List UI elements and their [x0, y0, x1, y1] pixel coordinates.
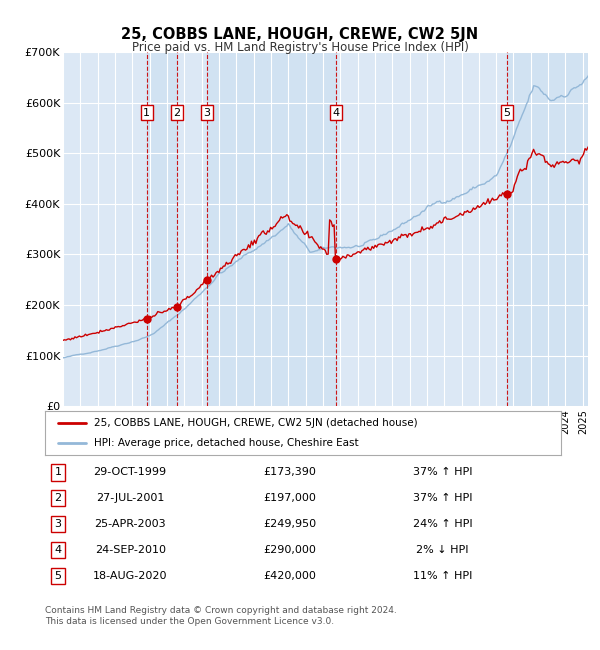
Text: 1: 1	[143, 108, 150, 118]
Bar	[507, 52, 588, 406]
Text: 25, COBBS LANE, HOUGH, CREWE, CW2 5JN (detached house): 25, COBBS LANE, HOUGH, CREWE, CW2 5JN (d…	[94, 418, 418, 428]
Text: 5: 5	[503, 108, 511, 118]
Text: 25, COBBS LANE, HOUGH, CREWE, CW2 5JN: 25, COBBS LANE, HOUGH, CREWE, CW2 5JN	[121, 27, 479, 42]
Text: 4: 4	[332, 108, 339, 118]
Text: 3: 3	[55, 519, 61, 529]
Text: £173,390: £173,390	[263, 467, 317, 478]
Text: 24% ↑ HPI: 24% ↑ HPI	[413, 519, 472, 529]
Text: 1: 1	[55, 467, 61, 478]
Bar	[207, 52, 335, 406]
Text: 2: 2	[173, 108, 181, 118]
Text: £290,000: £290,000	[263, 545, 317, 555]
Text: Price paid vs. HM Land Registry's House Price Index (HPI): Price paid vs. HM Land Registry's House …	[131, 41, 469, 54]
Text: 4: 4	[55, 545, 61, 555]
Text: Contains HM Land Registry data © Crown copyright and database right 2024.: Contains HM Land Registry data © Crown c…	[45, 606, 397, 615]
Text: 2% ↓ HPI: 2% ↓ HPI	[416, 545, 469, 555]
Text: 25-APR-2003: 25-APR-2003	[94, 519, 166, 529]
Bar	[146, 52, 177, 406]
Text: 11% ↑ HPI: 11% ↑ HPI	[413, 571, 472, 581]
Text: This data is licensed under the Open Government Licence v3.0.: This data is licensed under the Open Gov…	[45, 618, 334, 627]
Text: 2: 2	[55, 493, 61, 503]
Text: 27-JUL-2001: 27-JUL-2001	[96, 493, 164, 503]
Text: 3: 3	[203, 108, 211, 118]
Text: 29-OCT-1999: 29-OCT-1999	[94, 467, 167, 478]
Text: 37% ↑ HPI: 37% ↑ HPI	[413, 493, 472, 503]
Text: 5: 5	[55, 571, 61, 581]
Text: £420,000: £420,000	[263, 571, 317, 581]
Text: £197,000: £197,000	[263, 493, 317, 503]
Text: 18-AUG-2020: 18-AUG-2020	[93, 571, 167, 581]
Text: 24-SEP-2010: 24-SEP-2010	[95, 545, 166, 555]
Text: £249,950: £249,950	[263, 519, 317, 529]
Text: HPI: Average price, detached house, Cheshire East: HPI: Average price, detached house, Ches…	[94, 438, 359, 448]
Text: 37% ↑ HPI: 37% ↑ HPI	[413, 467, 472, 478]
